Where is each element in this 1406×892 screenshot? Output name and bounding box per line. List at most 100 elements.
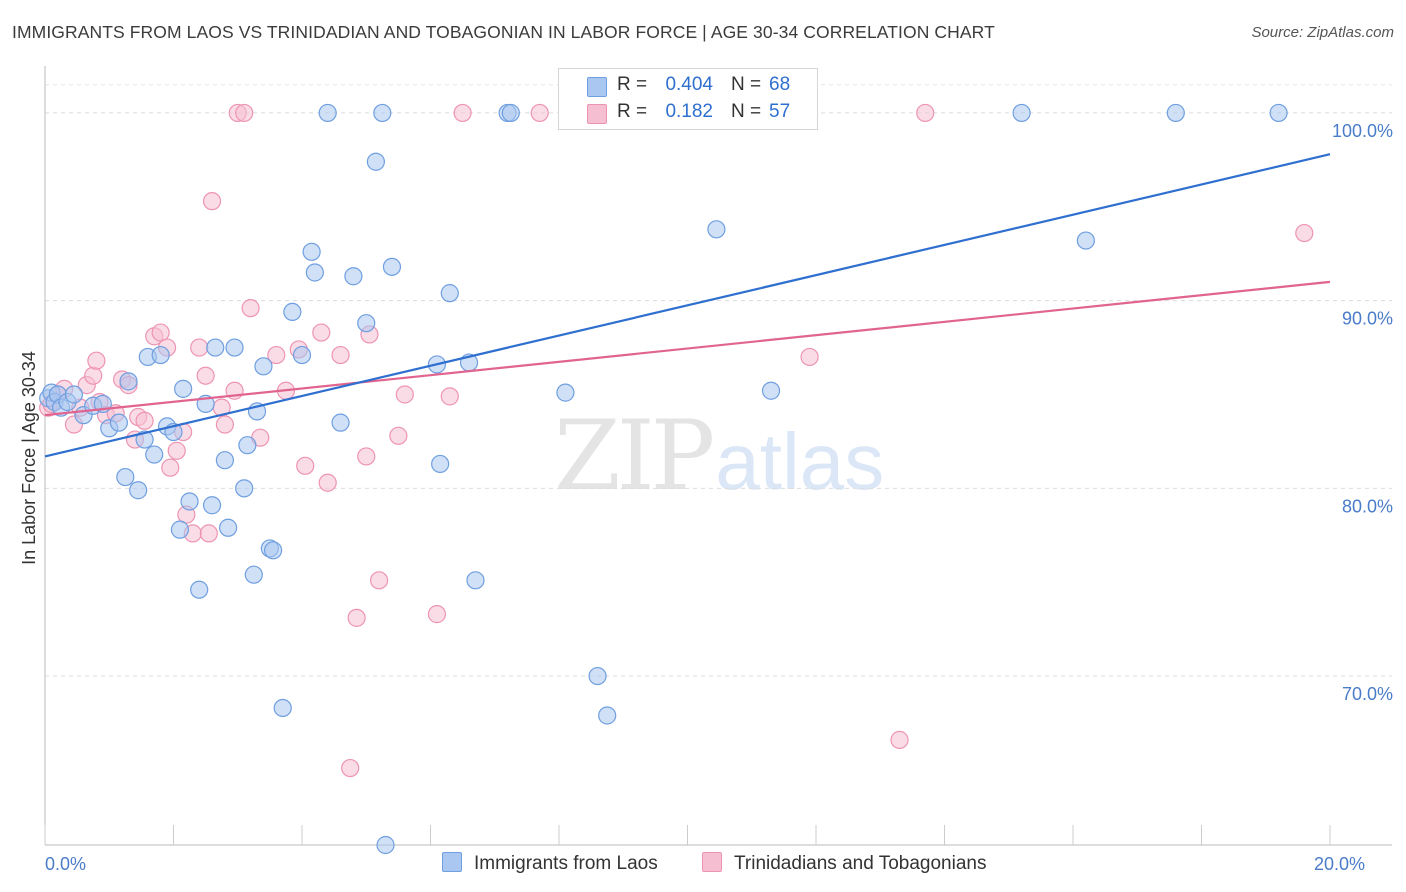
bottom-legend-laos: Immigrants from Laos xyxy=(442,852,658,875)
point-laos xyxy=(244,565,263,584)
point-trinidadians xyxy=(530,103,549,123)
point-laos xyxy=(357,314,376,333)
gridlines xyxy=(45,84,1392,677)
point-laos xyxy=(225,338,244,357)
point-trinidadians xyxy=(241,299,260,318)
y-tick-label: 70.0% xyxy=(1342,684,1393,704)
point-laos xyxy=(302,242,321,261)
point-trinidadians xyxy=(1295,223,1314,243)
point-laos xyxy=(190,580,209,599)
legend-row-laos: R = 0.404 N = 68 xyxy=(559,73,817,99)
bottom-legend-swatch-laos xyxy=(442,852,462,872)
point-laos xyxy=(305,263,324,282)
bottom-legend-label-laos: Immigrants from Laos xyxy=(474,853,658,874)
point-trinidadians xyxy=(167,441,186,460)
zipatlas-watermark: ZIPatlas xyxy=(554,400,884,512)
point-trinidadians xyxy=(331,345,350,365)
point-trinidadians xyxy=(341,758,360,778)
point-laos xyxy=(373,103,392,123)
series-laos-points xyxy=(39,103,1288,855)
point-laos xyxy=(151,345,170,365)
point-laos xyxy=(707,220,726,239)
point-laos xyxy=(382,257,402,276)
bottom-legend-label-trinidadians: Trinidadians and Tobagonians xyxy=(734,853,987,874)
point-laos xyxy=(235,479,254,498)
point-laos xyxy=(283,302,302,322)
point-laos xyxy=(119,372,138,391)
point-laos xyxy=(174,379,193,398)
point-trinidadians xyxy=(440,387,459,406)
point-trinidadians xyxy=(215,415,234,434)
point-laos xyxy=(129,481,148,500)
y-axis-label: In Labor Force | Age 30-34 xyxy=(19,351,39,565)
tick-labels: 70.0% 80.0% 90.0% 100.0% 0.0% 20.0% xyxy=(45,121,1393,874)
legend-n-label: N = xyxy=(731,101,762,122)
point-laos xyxy=(431,454,450,474)
point-trinidadians xyxy=(318,473,337,492)
point-laos xyxy=(344,267,363,286)
point-laos xyxy=(318,103,337,123)
point-laos xyxy=(64,385,84,404)
trend-line-laos xyxy=(44,153,1331,458)
point-trinidadians xyxy=(84,366,103,385)
point-laos xyxy=(263,541,283,560)
point-trinidadians xyxy=(800,347,819,367)
point-trinidadians xyxy=(453,103,472,123)
point-laos xyxy=(1076,231,1095,250)
point-laos xyxy=(1166,103,1185,123)
point-laos xyxy=(331,413,350,432)
point-laos xyxy=(440,284,459,303)
point-trinidadians xyxy=(87,351,106,370)
point-laos xyxy=(219,518,238,537)
point-laos xyxy=(366,152,385,171)
point-laos xyxy=(116,467,135,487)
point-laos xyxy=(501,103,520,123)
point-trinidadians xyxy=(196,366,215,385)
point-laos xyxy=(254,357,273,376)
point-laos xyxy=(135,430,154,449)
point-trinidadians xyxy=(161,458,180,477)
legend-n-value: 57 xyxy=(769,101,791,122)
point-trinidadians xyxy=(347,608,366,627)
point-laos xyxy=(202,496,222,515)
point-trinidadians xyxy=(395,385,414,404)
point-laos xyxy=(273,698,292,718)
point-trinidadians xyxy=(312,323,331,342)
point-laos xyxy=(466,571,485,590)
point-laos xyxy=(238,436,257,455)
point-trinidadians xyxy=(190,338,209,357)
point-trinidadians xyxy=(389,426,408,445)
legend-r-label: R = xyxy=(617,101,648,122)
legend-r-value: 0.182 xyxy=(665,101,713,122)
point-laos xyxy=(292,345,312,365)
legend-swatch-laos xyxy=(587,77,607,97)
watermark-zip: ZIP xyxy=(554,400,715,512)
point-trinidadians xyxy=(267,345,286,365)
point-trinidadians xyxy=(357,447,376,466)
point-trinidadians xyxy=(296,456,315,475)
point-laos xyxy=(1012,103,1031,123)
source-credit: Source: ZipAtlas.com xyxy=(1251,24,1394,41)
point-trinidadians xyxy=(890,730,909,749)
legend-r-label: R = xyxy=(617,74,648,95)
axes xyxy=(44,66,1392,846)
point-trinidadians xyxy=(235,103,254,123)
watermark-atlas: atlas xyxy=(715,417,885,506)
y-tick-label: 100.0% xyxy=(1332,121,1393,141)
point-laos xyxy=(598,706,617,725)
point-laos xyxy=(1269,103,1288,123)
y-tick-label: 80.0% xyxy=(1342,496,1393,516)
point-laos xyxy=(761,381,781,400)
point-laos xyxy=(376,835,395,855)
legend-n-label: N = xyxy=(731,74,762,95)
legend-swatch-trinidadians xyxy=(587,104,607,124)
point-laos xyxy=(206,338,225,357)
trend-lines xyxy=(44,153,1331,458)
point-trinidadians xyxy=(916,103,935,123)
legend-n-value: 68 xyxy=(769,74,791,95)
point-trinidadians xyxy=(370,571,389,590)
point-trinidadians xyxy=(135,411,154,430)
legend-row-trinidadians: R = 0.182 N = 57 xyxy=(559,100,817,126)
point-laos xyxy=(556,383,575,402)
